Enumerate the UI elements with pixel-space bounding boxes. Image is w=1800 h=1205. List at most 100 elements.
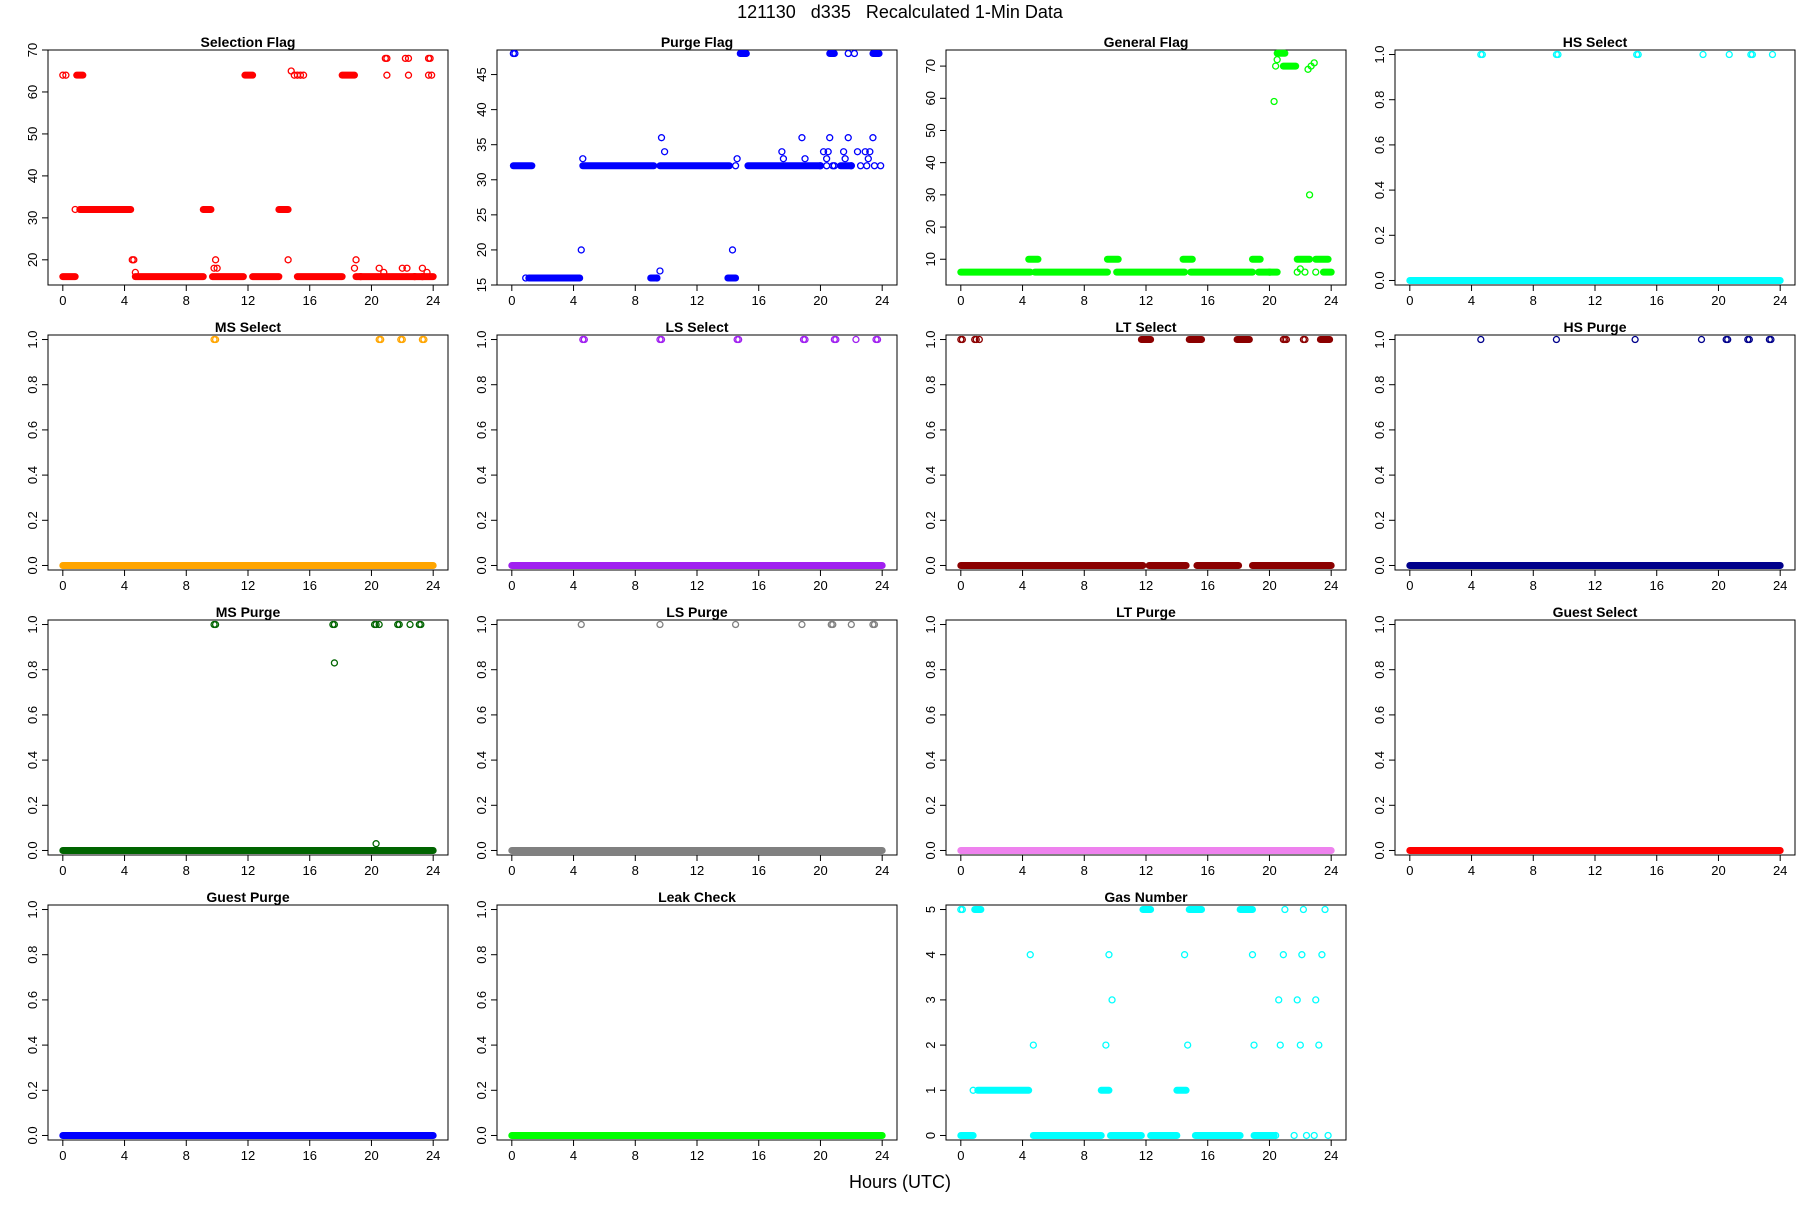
y-tick-label: 0.4 [25, 466, 40, 484]
y-tick-label: 30 [923, 188, 938, 202]
panel-title: HS Purge [1563, 319, 1626, 335]
x-tick-label: 12 [690, 578, 704, 593]
data-point [1273, 56, 1281, 64]
plot-frame [945, 334, 1347, 571]
data-point [778, 148, 786, 156]
data-point [330, 659, 339, 667]
data-point [284, 256, 292, 264]
y-tick-label: 0.8 [1372, 661, 1387, 679]
y-tick-label: 1 [923, 1087, 938, 1094]
data-point [426, 54, 434, 63]
data-point [972, 335, 980, 344]
plot-frame [1394, 619, 1796, 856]
data-point [1105, 951, 1113, 959]
x-tick-label: 4 [1019, 293, 1026, 308]
data-point [847, 162, 855, 170]
x-tick-label: 8 [1530, 863, 1537, 878]
data-point [822, 162, 831, 170]
x-tick-label: 0 [59, 1148, 66, 1163]
y-tick-label: 0.4 [474, 751, 489, 769]
panel-purge-flag: Purge Flag 0 4 8 12 16 20 24 15 20 25 30 35 40 45 [474, 34, 898, 308]
panel-lt-purge: LT Purge 0 4 8 12 16 20 24 0.0 0.2 0.4 0.6 0.8 1.0 [923, 604, 1347, 878]
data-point [824, 148, 832, 156]
plot-frame [47, 904, 449, 1141]
x-tick-label: 8 [632, 578, 639, 593]
x-tick-label: 24 [875, 578, 889, 593]
y-tick-label: 0.4 [1372, 466, 1387, 484]
y-tick-label: 0.6 [25, 991, 40, 1009]
x-tick-label: 20 [813, 293, 827, 308]
data-point [1248, 951, 1257, 959]
data-point [1281, 905, 1289, 914]
x-tick-label: 8 [1081, 1148, 1088, 1163]
x-tick-label: 16 [1200, 863, 1214, 878]
y-tick-label: 10 [923, 252, 938, 266]
data-point [969, 1086, 977, 1094]
plot-frame [1394, 49, 1796, 286]
data-point [299, 71, 308, 79]
y-tick-label: 20 [474, 243, 489, 257]
data-point [352, 256, 360, 264]
data-point [418, 272, 427, 281]
x-tick-label: 8 [632, 293, 639, 308]
data-point [1250, 1041, 1258, 1049]
data-point [1279, 951, 1287, 959]
panel-selection-flag: Selection Flag 0 4 8 12 16 20 24 20 30 40 50 60 70 [25, 34, 449, 308]
data-point [1301, 335, 1309, 344]
y-tick-label: 0.2 [1372, 511, 1387, 529]
panel-title: Leak Check [658, 889, 736, 905]
y-tick-label: 1.0 [474, 615, 489, 633]
x-tick-label: 12 [1588, 863, 1602, 878]
y-tick-label: 5 [923, 906, 938, 913]
data-point [852, 335, 860, 344]
y-tick-label: 0.8 [474, 376, 489, 394]
y-tick-label: 1.0 [1372, 330, 1387, 348]
y-tick-label: 0.6 [25, 421, 40, 439]
panel-title: MS Purge [216, 604, 281, 620]
x-tick-label: 4 [570, 578, 577, 593]
y-tick-label: 40 [474, 102, 489, 116]
data-point [657, 134, 666, 142]
x-tick-label: 4 [1468, 293, 1475, 308]
y-tick-label: 0.2 [1372, 796, 1387, 814]
x-tick-label: 24 [875, 1148, 889, 1163]
data-point [404, 54, 413, 63]
y-tick-label: 0.6 [474, 991, 489, 1009]
x-tick-label: 24 [875, 863, 889, 878]
data-point [856, 162, 865, 170]
y-tick-label: 4 [923, 951, 938, 958]
y-tick-label: 70 [923, 59, 938, 73]
data-point [1108, 996, 1116, 1004]
data-point [406, 620, 414, 629]
data-point [1302, 1131, 1311, 1140]
y-tick-label: 0.0 [1372, 271, 1387, 289]
data-point [131, 268, 139, 277]
y-tick-label: 0.2 [25, 796, 40, 814]
y-tick-label: 0.8 [25, 661, 40, 679]
panel-hs-select: HS Select 0 4 8 12 16 20 24 0.0 0.2 0.4 0.6 0.8 1.0 [1372, 34, 1796, 308]
y-tick-label: 0.0 [25, 841, 40, 859]
x-tick-label: 16 [1200, 293, 1214, 308]
y-tick-label: 45 [474, 67, 489, 81]
data-point [1026, 951, 1034, 959]
y-tick-label: 1.0 [474, 900, 489, 918]
data-point [375, 620, 383, 629]
x-tick-label: 0 [957, 578, 964, 593]
x-tick-label: 20 [813, 578, 827, 593]
x-tick-label: 8 [183, 293, 190, 308]
y-tick-label: 0.2 [25, 1081, 40, 1099]
panel-title: Purge Flag [661, 34, 733, 50]
y-tick-label: 2 [923, 1041, 938, 1048]
y-tick-label: 0.4 [25, 1036, 40, 1054]
x-tick-label: 16 [302, 1148, 316, 1163]
x-tick-label: 16 [1649, 293, 1663, 308]
plot-frame [47, 619, 449, 856]
x-tick-label: 16 [1649, 863, 1663, 878]
data-point [357, 272, 365, 281]
data-point [380, 268, 388, 277]
y-tick-label: 0.2 [1372, 226, 1387, 244]
panel-title: General Flag [1104, 34, 1189, 50]
data-point [660, 148, 669, 156]
x-tick-label: 12 [1139, 1148, 1153, 1163]
panel-lt-select: LT Select 0 4 8 12 16 20 24 0.0 0.2 0.4 0.6 0.8 1.0 [923, 319, 1347, 593]
